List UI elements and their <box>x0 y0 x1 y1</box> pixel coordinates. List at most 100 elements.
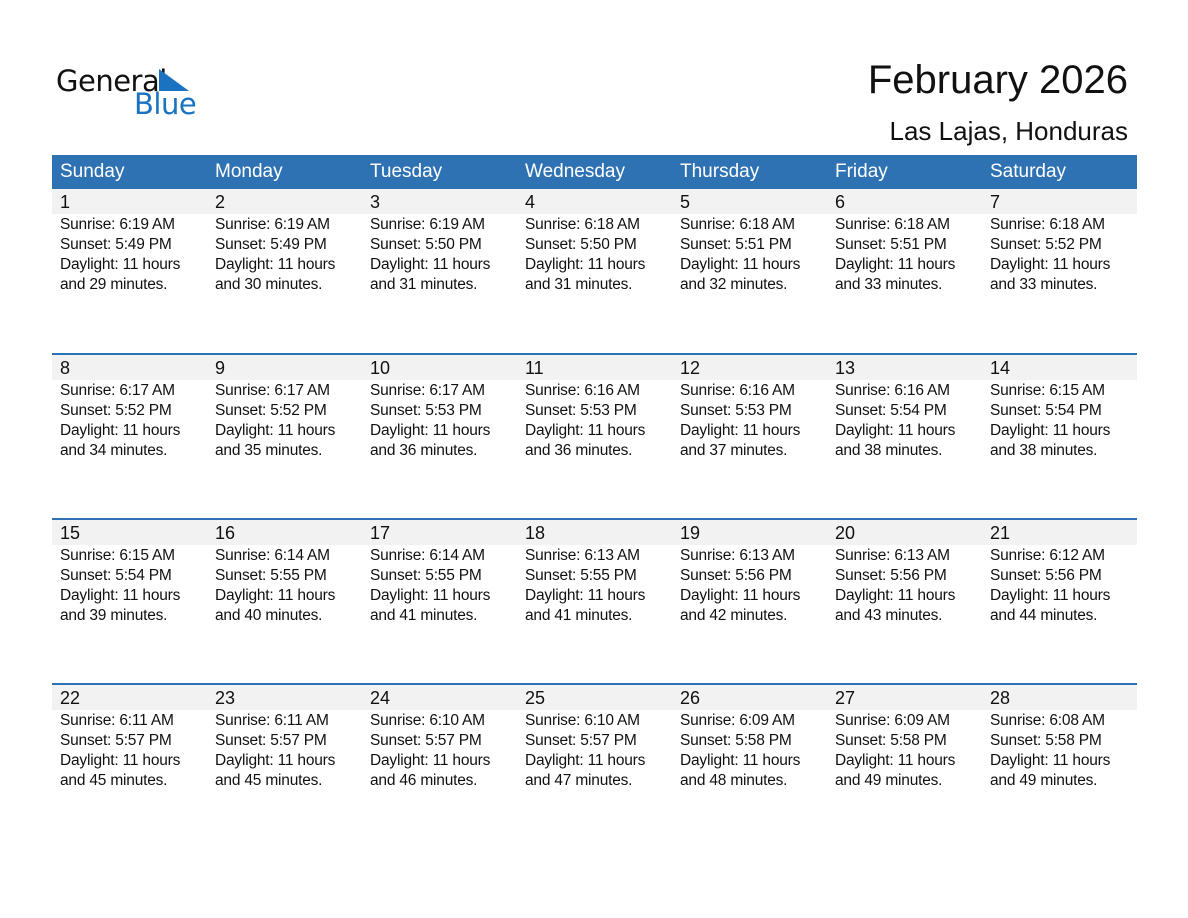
day-info-row: Sunrise: 6:17 AM Sunset: 5:52 PM Daylight:… <box>52 380 1137 461</box>
day-cell: Sunrise: 6:10 AM Sunset: 5:57 PM Daylight:… <box>362 710 517 791</box>
day-cell: Sunrise: 6:11 AM Sunset: 5:57 PM Daylight:… <box>52 710 207 791</box>
sunset-text: Sunset: 5:54 PM <box>835 402 947 419</box>
daylight-text: and 45 minutes. <box>60 772 168 789</box>
weekday-friday: Friday <box>835 161 888 182</box>
sunrise-text: Sunrise: 6:19 AM <box>60 216 175 233</box>
daylight-text: Daylight: 11 hours <box>370 256 491 273</box>
sunset-text: Sunset: 5:54 PM <box>990 402 1102 419</box>
day-number: 2 <box>215 192 226 212</box>
sunrise-text: Sunrise: 6:16 AM <box>835 382 950 399</box>
day-cell: Sunrise: 6:16 AM Sunset: 5:54 PM Daylight:… <box>827 380 982 461</box>
sunset-text: Sunset: 5:58 PM <box>835 732 947 749</box>
sunset-text: Sunset: 5:56 PM <box>990 567 1102 584</box>
sunrise-text: Sunrise: 6:09 AM <box>835 712 950 729</box>
day-cell: Sunrise: 6:17 AM Sunset: 5:52 PM Daylight:… <box>52 380 207 461</box>
day-cell: Sunrise: 6:15 AM Sunset: 5:54 PM Daylight:… <box>52 545 207 626</box>
daylight-text: Daylight: 11 hours <box>370 752 491 769</box>
sunrise-text: Sunrise: 6:17 AM <box>370 382 485 399</box>
day-number: 3 <box>370 192 381 212</box>
sunrise-text: Sunrise: 6:18 AM <box>680 216 795 233</box>
sunrise-text: Sunrise: 6:18 AM <box>990 216 1105 233</box>
day-number: 6 <box>835 192 846 212</box>
weekday-saturday: Saturday <box>990 161 1067 182</box>
daylight-text: and 45 minutes. <box>215 772 323 789</box>
day-cell: Sunrise: 6:18 AM Sunset: 5:50 PM Daylight:… <box>517 214 672 295</box>
day-number: 13 <box>835 358 856 378</box>
daylight-text: and 33 minutes. <box>835 276 943 293</box>
day-cell: Sunrise: 6:12 AM Sunset: 5:56 PM Daylight:… <box>982 545 1137 626</box>
daylight-text: Daylight: 11 hours <box>215 422 336 439</box>
sunset-text: Sunset: 5:53 PM <box>680 402 792 419</box>
sunset-text: Sunset: 5:55 PM <box>525 567 637 584</box>
day-number: 19 <box>680 523 701 543</box>
sunrise-text: Sunrise: 6:11 AM <box>215 712 329 729</box>
day-cell: Sunrise: 6:14 AM Sunset: 5:55 PM Daylight:… <box>362 545 517 626</box>
day-cell: Sunrise: 6:13 AM Sunset: 5:56 PM Daylight:… <box>672 545 827 626</box>
weekday-wednesday: Wednesday <box>525 161 625 182</box>
day-number: 10 <box>370 358 391 378</box>
daylight-text: Daylight: 11 hours <box>525 422 646 439</box>
day-info-row: Sunrise: 6:15 AM Sunset: 5:54 PM Daylight:… <box>52 545 1137 626</box>
daylight-text: and 31 minutes. <box>525 276 633 293</box>
date-band: 1 2 3 4 5 6 7 <box>52 189 1137 214</box>
day-number: 15 <box>60 523 81 543</box>
daylight-text: and 43 minutes. <box>835 607 943 624</box>
sunset-text: Sunset: 5:57 PM <box>370 732 482 749</box>
sunrise-text: Sunrise: 6:08 AM <box>990 712 1105 729</box>
day-cell: Sunrise: 6:13 AM Sunset: 5:55 PM Daylight:… <box>517 545 672 626</box>
daylight-text: and 35 minutes. <box>215 442 323 459</box>
day-number: 12 <box>680 358 701 378</box>
daylight-text: and 33 minutes. <box>990 276 1098 293</box>
daylight-text: and 30 minutes. <box>215 276 323 293</box>
day-number: 8 <box>60 358 71 378</box>
daylight-text: Daylight: 11 hours <box>835 587 956 604</box>
daylight-text: Daylight: 11 hours <box>835 256 956 273</box>
sunset-text: Sunset: 5:53 PM <box>525 402 637 419</box>
sunrise-text: Sunrise: 6:12 AM <box>990 547 1105 564</box>
daylight-text: and 41 minutes. <box>370 607 478 624</box>
daylight-text: and 39 minutes. <box>60 607 168 624</box>
sunset-text: Sunset: 5:52 PM <box>215 402 327 419</box>
day-number: 21 <box>990 523 1011 543</box>
sunrise-text: Sunrise: 6:10 AM <box>525 712 640 729</box>
daylight-text: Daylight: 11 hours <box>990 587 1111 604</box>
sunset-text: Sunset: 5:56 PM <box>680 567 792 584</box>
sunrise-text: Sunrise: 6:13 AM <box>525 547 640 564</box>
sunset-text: Sunset: 5:53 PM <box>370 402 482 419</box>
daylight-text: Daylight: 11 hours <box>370 587 491 604</box>
day-cell: Sunrise: 6:16 AM Sunset: 5:53 PM Daylight:… <box>517 380 672 461</box>
daylight-text: Daylight: 11 hours <box>990 422 1111 439</box>
day-number: 26 <box>680 688 701 708</box>
daylight-text: Daylight: 11 hours <box>680 752 801 769</box>
week-row: 15 16 17 18 19 20 21 Sunrise: 6:15 AM Sunset: 5:… <box>52 518 1137 683</box>
daylight-text: and 29 minutes. <box>60 276 168 293</box>
daylight-text: Daylight: 11 hours <box>680 256 801 273</box>
daylight-text: Daylight: 11 hours <box>60 422 181 439</box>
date-band: 22 23 24 25 26 27 28 <box>52 685 1137 710</box>
day-number: 27 <box>835 688 856 708</box>
daylight-text: and 47 minutes. <box>525 772 633 789</box>
sunrise-text: Sunrise: 6:14 AM <box>215 547 330 564</box>
date-band: 15 16 17 18 19 20 21 <box>52 520 1137 545</box>
weekday-sunday: Sunday <box>60 161 125 182</box>
day-cell: Sunrise: 6:19 AM Sunset: 5:49 PM Daylight:… <box>207 214 362 295</box>
sunrise-text: Sunrise: 6:15 AM <box>60 547 175 564</box>
day-cell: Sunrise: 6:08 AM Sunset: 5:58 PM Daylight:… <box>982 710 1137 791</box>
day-cell: Sunrise: 6:18 AM Sunset: 5:52 PM Daylight:… <box>982 214 1137 295</box>
daylight-text: Daylight: 11 hours <box>215 752 336 769</box>
sunset-text: Sunset: 5:52 PM <box>990 236 1102 253</box>
sunset-text: Sunset: 5:58 PM <box>990 732 1102 749</box>
daylight-text: and 42 minutes. <box>680 607 788 624</box>
day-number: 25 <box>525 688 546 708</box>
day-cell: Sunrise: 6:15 AM Sunset: 5:54 PM Daylight:… <box>982 380 1137 461</box>
day-number: 22 <box>60 688 81 708</box>
daylight-text: and 48 minutes. <box>680 772 788 789</box>
day-cell: Sunrise: 6:17 AM Sunset: 5:53 PM Daylight:… <box>362 380 517 461</box>
day-number: 7 <box>990 192 1001 212</box>
date-band: 8 9 10 11 12 13 14 <box>52 355 1137 380</box>
logo-text-general: General <box>56 64 167 98</box>
week-row: 8 9 10 11 12 13 14 Sunrise: 6:17 AM Sunset: 5:52… <box>52 353 1137 518</box>
day-number: 14 <box>990 358 1011 378</box>
day-number: 4 <box>525 192 536 212</box>
sunrise-text: Sunrise: 6:13 AM <box>680 547 795 564</box>
